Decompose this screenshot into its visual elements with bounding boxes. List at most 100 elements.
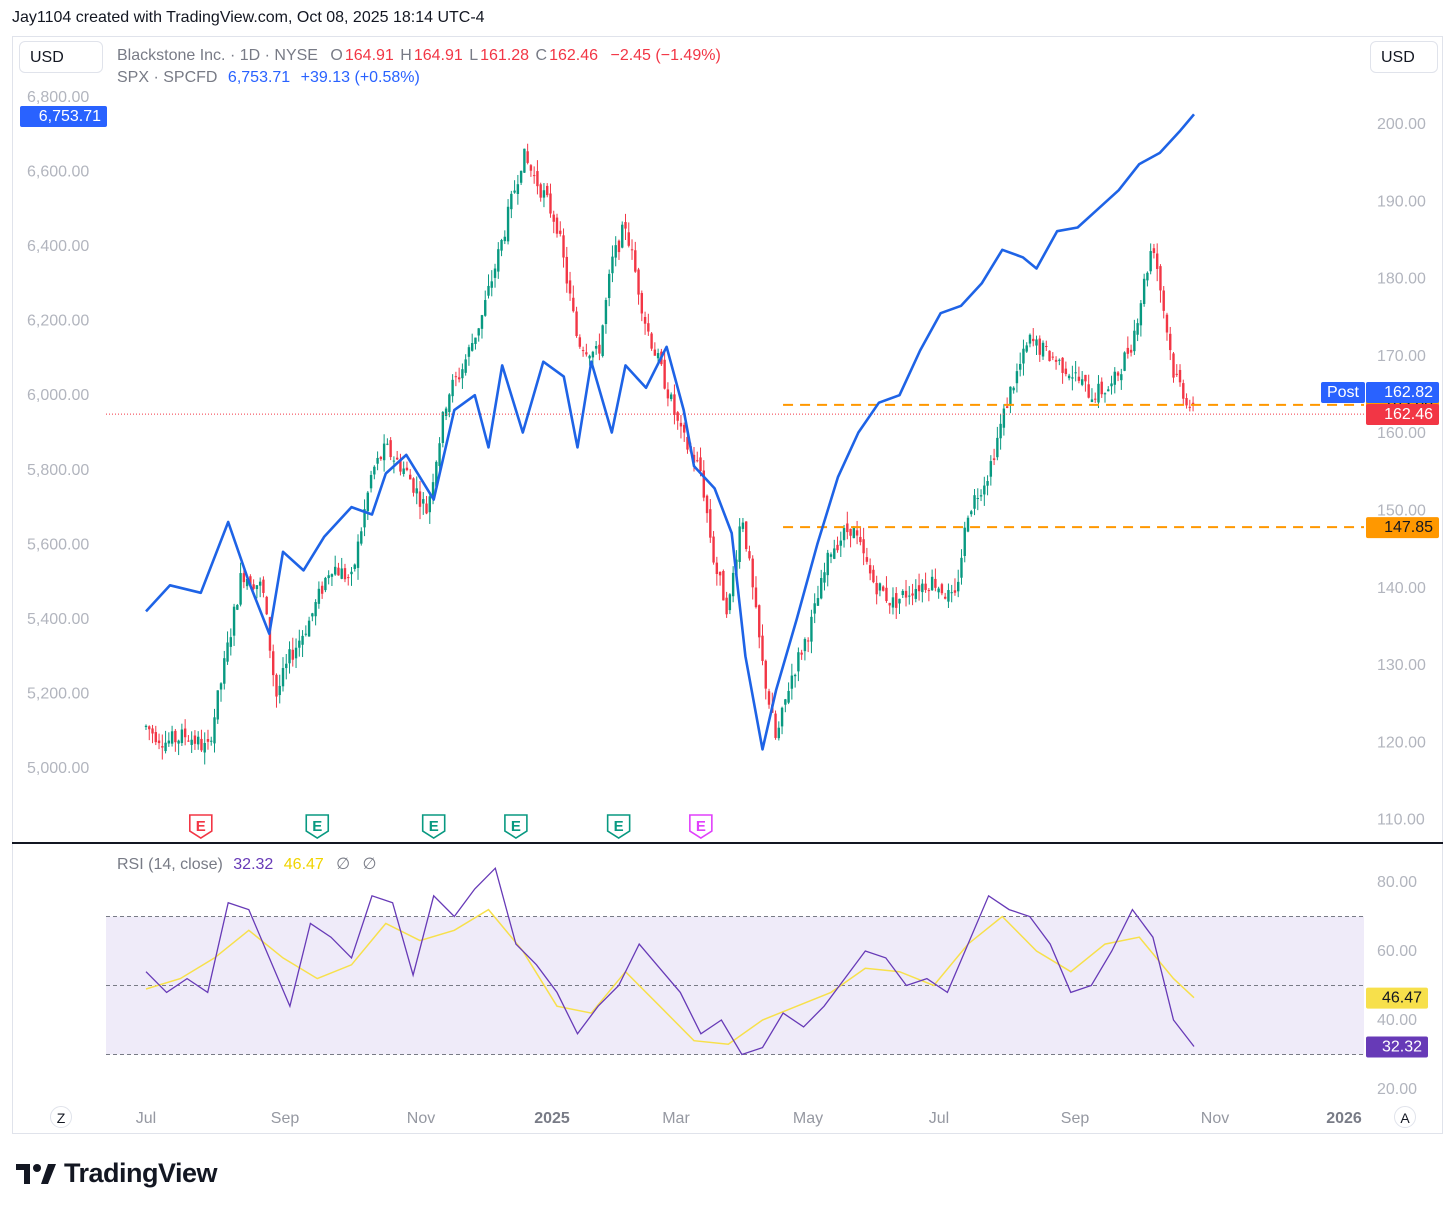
candle-body	[506, 206, 510, 242]
change-value: −2.45 (−1.49%)	[610, 47, 721, 64]
candle-body	[1051, 356, 1055, 358]
currency-button-left[interactable]: USD	[19, 41, 103, 73]
candle-body	[780, 707, 784, 727]
time-axis-tick: May	[793, 1110, 823, 1127]
candle-body	[914, 588, 918, 599]
candle-body	[1159, 266, 1162, 291]
pane-separator[interactable]	[12, 842, 1443, 844]
candle-body	[594, 346, 598, 349]
candle-body	[340, 568, 343, 579]
candle-body	[281, 668, 285, 687]
candle-body	[187, 740, 190, 742]
candle-body	[862, 539, 865, 554]
candle-body	[454, 376, 458, 378]
candle-body	[330, 574, 334, 577]
candle-body	[190, 739, 193, 745]
candle-body	[966, 517, 970, 532]
candle-body	[317, 588, 321, 604]
candle-body	[908, 595, 911, 597]
left-axis-tick: 5,600.00	[27, 536, 89, 553]
candle-body	[1165, 314, 1169, 333]
candle-body	[464, 359, 467, 373]
compare-change: +39.13 (+0.58%)	[300, 69, 420, 86]
candle-body	[510, 193, 513, 210]
earnings-label: E	[614, 818, 624, 835]
currency-button-right[interactable]: USD	[1370, 41, 1438, 73]
candle-body	[992, 458, 996, 460]
candle-body	[170, 731, 174, 744]
post-price-badge: 162.82	[1384, 384, 1433, 401]
right-axis-tick: 180.00	[1377, 271, 1426, 288]
candle-body	[943, 596, 947, 599]
candle-body	[360, 531, 363, 544]
candle-body	[692, 454, 696, 463]
candle-body	[1136, 323, 1139, 335]
candle-body	[1100, 381, 1103, 395]
candle-body	[983, 485, 986, 495]
candle-body	[386, 443, 389, 445]
candle-body	[640, 293, 644, 314]
candle-body	[373, 466, 376, 475]
right-axis-tick: 120.00	[1377, 734, 1426, 751]
left-axis-tick: 5,000.00	[27, 760, 89, 777]
candle-body	[927, 590, 931, 592]
candle-body	[643, 316, 647, 324]
rsi-line	[145, 866, 1195, 1056]
candle-body	[245, 578, 249, 587]
candle-body	[679, 422, 683, 427]
candle-body	[327, 575, 330, 579]
candle-body	[568, 280, 572, 294]
candle-body	[1041, 342, 1045, 357]
candle-body	[1038, 338, 1041, 355]
candle-body	[441, 412, 445, 443]
candle-body	[614, 245, 617, 258]
candle-body	[1146, 272, 1149, 281]
candle-body	[487, 285, 490, 296]
post-price-badge-bg	[1366, 382, 1439, 403]
candle-body	[1149, 251, 1152, 272]
candle-body	[1090, 399, 1094, 403]
rsi-badge: 32.32	[1382, 1038, 1422, 1055]
earnings-label: E	[196, 818, 206, 835]
candle-body	[353, 564, 356, 569]
candle-body	[663, 359, 666, 389]
earnings-marker	[689, 814, 713, 839]
candle-body	[924, 583, 927, 590]
candle-body	[976, 498, 979, 500]
right-axis-tick: 110.00	[1377, 812, 1425, 829]
candle-body	[1077, 376, 1081, 381]
candle-body	[435, 461, 438, 487]
candle-body	[343, 568, 347, 580]
candle-body	[223, 658, 226, 684]
candle-body	[148, 726, 151, 730]
rsi-legend[interactable]: RSI (14, close) 32.32 46.47 ∅ ∅	[117, 854, 379, 874]
left-axis-tick: 5,400.00	[27, 611, 89, 628]
rsi-badge-bg	[1366, 1036, 1428, 1058]
candle-body	[324, 577, 327, 591]
candle-body	[901, 590, 904, 596]
timezone-button[interactable]: Z	[50, 1106, 72, 1128]
auto-scale-button[interactable]: A	[1394, 1106, 1416, 1128]
earnings-marker	[606, 814, 631, 839]
candle-body	[1015, 371, 1019, 384]
candle-body	[265, 596, 268, 615]
candle-body	[744, 521, 748, 550]
close-value: 162.46	[549, 47, 599, 64]
time-axis-tick: 2026	[1326, 1110, 1362, 1127]
low-value: 161.28	[480, 47, 530, 64]
high-value: 164.91	[413, 47, 463, 64]
candle-body	[409, 474, 412, 480]
candle-body	[989, 461, 993, 477]
candle-body	[1025, 345, 1028, 352]
main-legend[interactable]: Blackstone Inc. · 1D · NYSE O 164.91 H 164…	[117, 47, 723, 65]
candle-body	[301, 635, 304, 645]
compare-legend[interactable]: SPX · SPCFD 6,753.71 +39.13 (+0.58%)	[117, 69, 422, 87]
right-axis-tick: 140.00	[1377, 580, 1426, 597]
candle-body	[816, 598, 820, 606]
rsi-axis-tick: 80.00	[1377, 874, 1417, 891]
candle-body	[702, 470, 705, 498]
candle-body	[392, 460, 396, 462]
candle-body	[180, 729, 184, 744]
candle-body	[1113, 371, 1116, 385]
